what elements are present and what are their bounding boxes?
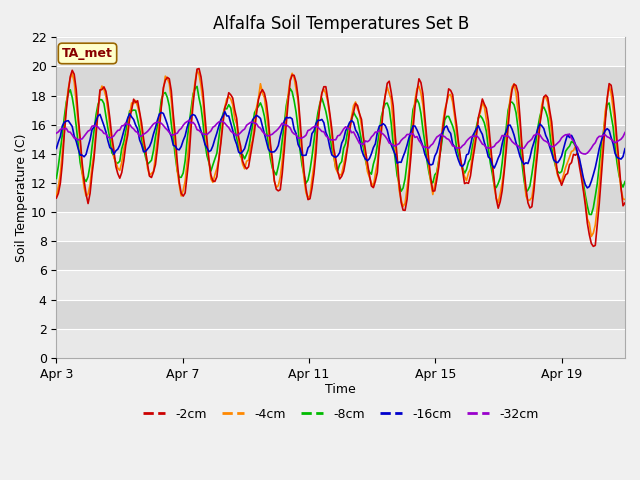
Title: Alfalfa Soil Temperatures Set B: Alfalfa Soil Temperatures Set B xyxy=(212,15,469,33)
Bar xyxy=(56,96,625,125)
Text: TA_met: TA_met xyxy=(62,47,113,60)
Bar xyxy=(56,66,625,96)
Bar xyxy=(56,241,625,270)
Bar xyxy=(56,300,625,329)
Bar xyxy=(56,37,625,66)
Bar xyxy=(56,154,625,183)
X-axis label: Time: Time xyxy=(325,384,356,396)
Bar xyxy=(56,270,625,300)
Bar xyxy=(56,329,625,358)
Y-axis label: Soil Temperature (C): Soil Temperature (C) xyxy=(15,133,28,262)
Bar xyxy=(56,212,625,241)
Legend: -2cm, -4cm, -8cm, -16cm, -32cm: -2cm, -4cm, -8cm, -16cm, -32cm xyxy=(138,403,543,425)
Bar xyxy=(56,125,625,154)
Bar xyxy=(56,183,625,212)
